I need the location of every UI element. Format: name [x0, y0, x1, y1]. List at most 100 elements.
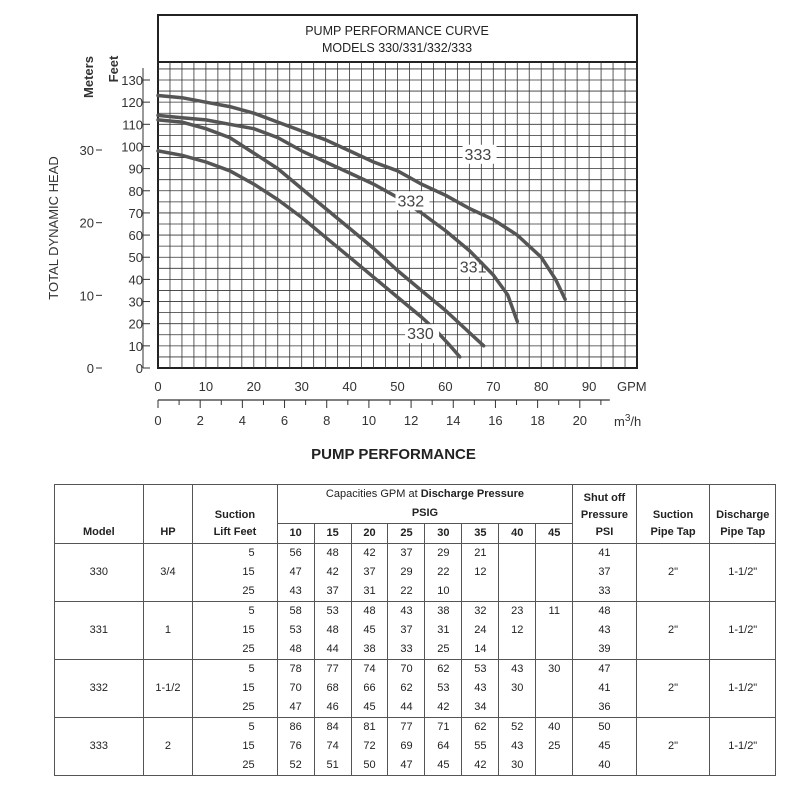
capacity-cell: 10 — [424, 582, 463, 602]
suction-lift-cell: 25 — [192, 582, 278, 602]
capacity-cell: 74 — [313, 737, 352, 756]
suction-tap-cell: 2" — [635, 543, 711, 602]
capacity-cell: 40 — [535, 717, 574, 737]
capacity-cell: 32 — [461, 601, 500, 621]
table-title: PUMP PERFORMANCE — [311, 446, 476, 463]
curve-label-bg-330 — [405, 324, 440, 344]
x-unit-gpm: GPM — [617, 379, 647, 394]
suction-lift-cell: 5 — [192, 717, 278, 737]
x-axis-m3h: 0 2 4 6 8 10 12 14 16 18 20 — [154, 399, 610, 428]
x-tick-label: 60 — [438, 379, 452, 394]
grid — [158, 62, 637, 368]
chart-title: PUMP PERFORMANCE CURVE — [305, 24, 489, 38]
performance-table: Model HP Suction Lift Feet Capacities GP… — [54, 484, 776, 776]
suction-lift-cell: 25 — [192, 756, 278, 776]
header-psi-15: 15 — [313, 523, 352, 544]
capacity-cell: 42 — [313, 563, 352, 582]
capacity-cell: 30 — [498, 756, 537, 776]
capacity-cell: 48 — [276, 640, 315, 660]
header-capacities-prefix: Capacities GPM at — [325, 488, 421, 500]
header-shutoff: Shut off Pressure PSI — [572, 484, 637, 544]
y-unit-meters: Meters — [81, 56, 96, 98]
capacity-cell: 38 — [350, 640, 389, 660]
table-body: 330 3/4 5 56 48 42 37 29 21 41 2" 1-1/2" 15 47 42 37 29 2… — [54, 543, 776, 776]
chart-title-box: PUMP PERFORMANCE CURVE MODELS 330/331/33… — [157, 14, 638, 63]
capacity-cell: 29 — [424, 543, 463, 563]
table-row: 25 47 46 45 44 42 34 36 — [55, 698, 776, 718]
capacity-cell: 47 — [276, 563, 315, 582]
y-tick-label: 110 — [122, 117, 143, 132]
capacity-cell: 25 — [424, 640, 463, 660]
capacity-cell: 71 — [424, 717, 463, 737]
y-unit-feet: Feet — [106, 55, 121, 82]
capacity-cell: 55 — [461, 737, 500, 756]
capacity-cell — [498, 543, 537, 563]
capacity-cell: 84 — [313, 717, 352, 737]
x-m3h-tick-label: 18 — [530, 413, 544, 428]
chart-subtitle: MODELS 330/331/332/333 — [322, 41, 472, 55]
header-psi-10: 10 — [276, 523, 315, 544]
x-m3h-tick-label: 10 — [362, 413, 376, 428]
shutoff-cell: 45 — [572, 737, 637, 756]
capacity-cell: 31 — [350, 582, 389, 602]
capacity-cell — [535, 543, 574, 563]
y-tick-label: 130 — [121, 73, 143, 88]
psi-header-row: 10 15 20 25 30 35 40 45 — [55, 523, 776, 544]
y-tick-label: 10 — [129, 339, 143, 354]
capacity-cell: 86 — [276, 717, 315, 737]
suction-tap-cell: 2" — [635, 601, 711, 660]
header-psi-40: 40 — [498, 523, 537, 544]
shutoff-cell: 47 — [572, 659, 637, 679]
header-suction-tap-line2: Pipe Tap — [650, 526, 696, 538]
y-tick-label: 90 — [129, 162, 143, 177]
suction-tap-cell: 2" — [635, 659, 711, 718]
hp-cell: 2 — [142, 717, 194, 776]
x-m3h-tick-label: 12 — [404, 413, 418, 428]
curve-label-bg-333 — [462, 144, 497, 164]
x-tick-label: 40 — [342, 379, 356, 394]
capacity-cell: 30 — [535, 659, 574, 679]
capacity-cell: 66 — [350, 679, 389, 698]
capacity-cell: 37 — [387, 621, 426, 640]
capacity-cell — [535, 679, 574, 698]
y-axis-feet-ticks: 0 10 20 30 40 50 60 70 80 90 100 110 120 130 — [121, 68, 150, 376]
header-shutoff-line1: Shut off — [583, 492, 626, 504]
capacity-cell: 29 — [387, 563, 426, 582]
x-m3h-tick-label: 0 — [154, 413, 161, 428]
y-axis-title: TOTAL DYNAMIC HEAD — [46, 156, 61, 300]
capacity-cell: 25 — [535, 737, 574, 756]
capacity-cell: 34 — [461, 698, 500, 718]
capacity-cell: 44 — [387, 698, 426, 718]
shutoff-cell: 39 — [572, 640, 637, 660]
capacity-cell: 45 — [424, 756, 463, 776]
capacity-cell: 42 — [461, 756, 500, 776]
model-cell: 331 — [54, 601, 144, 660]
discharge-tap-cell: 1-1/2" — [709, 543, 776, 602]
x-tick-label: 70 — [486, 379, 500, 394]
curve-332 — [156, 113, 520, 324]
x-tick-label: 90 — [582, 379, 596, 394]
capacity-cell: 42 — [424, 698, 463, 718]
capacity-cell: 47 — [276, 698, 315, 718]
y-tick-label: 100 — [121, 139, 143, 154]
y-meter-tick-label: 0 — [87, 361, 94, 376]
shutoff-cell: 33 — [572, 582, 637, 602]
table-row: 25 43 37 31 22 10 33 — [55, 582, 776, 602]
header-capacities: Capacities GPM at Discharge Pressure — [276, 484, 574, 504]
capacity-cell: 62 — [387, 679, 426, 698]
hp-cell: 3/4 — [142, 543, 194, 602]
capacity-cell — [535, 640, 574, 660]
x-tick-label: 0 — [154, 379, 161, 394]
capacity-cell: 62 — [461, 717, 500, 737]
x-m3h-tick-label: 2 — [197, 413, 204, 428]
y-tick-label: 70 — [129, 206, 143, 221]
x-m3h-tick-label: 8 — [323, 413, 330, 428]
table-row: 15 53 48 45 37 31 24 12 43 — [55, 621, 776, 640]
header-psi-30: 30 — [424, 523, 463, 544]
capacity-cell: 69 — [387, 737, 426, 756]
header-model: Model — [54, 484, 144, 544]
shutoff-cell: 40 — [572, 756, 637, 776]
capacity-cell: 38 — [424, 601, 463, 621]
capacity-cell: 21 — [461, 543, 500, 563]
capacity-cell: 77 — [387, 717, 426, 737]
